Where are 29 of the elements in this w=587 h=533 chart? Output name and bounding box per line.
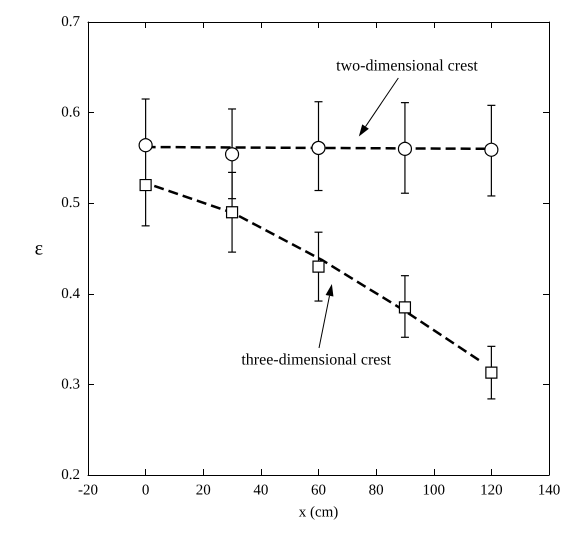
x-tick-label: 120 (480, 482, 503, 498)
x-tick-label: 0 (142, 482, 150, 498)
y-tick-label: 0.5 (61, 195, 80, 212)
annotation: two-dimensional crest (336, 57, 478, 74)
point (485, 366, 498, 379)
x-tick-label: 20 (196, 482, 211, 498)
point (484, 142, 498, 157)
point (312, 260, 325, 273)
x-tick-label: 100 (422, 482, 445, 498)
y-tick-label: 0.2 (61, 467, 80, 483)
point (140, 178, 152, 192)
x-tick-label: 40 (253, 482, 268, 498)
y-tick-label: 0.6 (61, 104, 80, 121)
y-tick-label: 0.7 (61, 14, 80, 30)
annotation: three-dimensional crest (241, 352, 392, 369)
y-tick-label: 0.3 (61, 376, 80, 392)
x-tick-label: 80 (368, 482, 384, 498)
point (398, 142, 412, 156)
point (224, 147, 240, 162)
y-tick-label: 0.4 (61, 286, 80, 302)
point (398, 301, 412, 314)
x-tick-label: 60 (311, 482, 326, 498)
y-axis-title: ε (34, 238, 43, 260)
point (138, 138, 153, 152)
point (226, 206, 238, 218)
point (311, 140, 326, 156)
x-axis-title: x (cm) (298, 504, 338, 520)
x-tick-label: -20 (78, 482, 98, 498)
x-tick-label: 140 (538, 482, 560, 498)
